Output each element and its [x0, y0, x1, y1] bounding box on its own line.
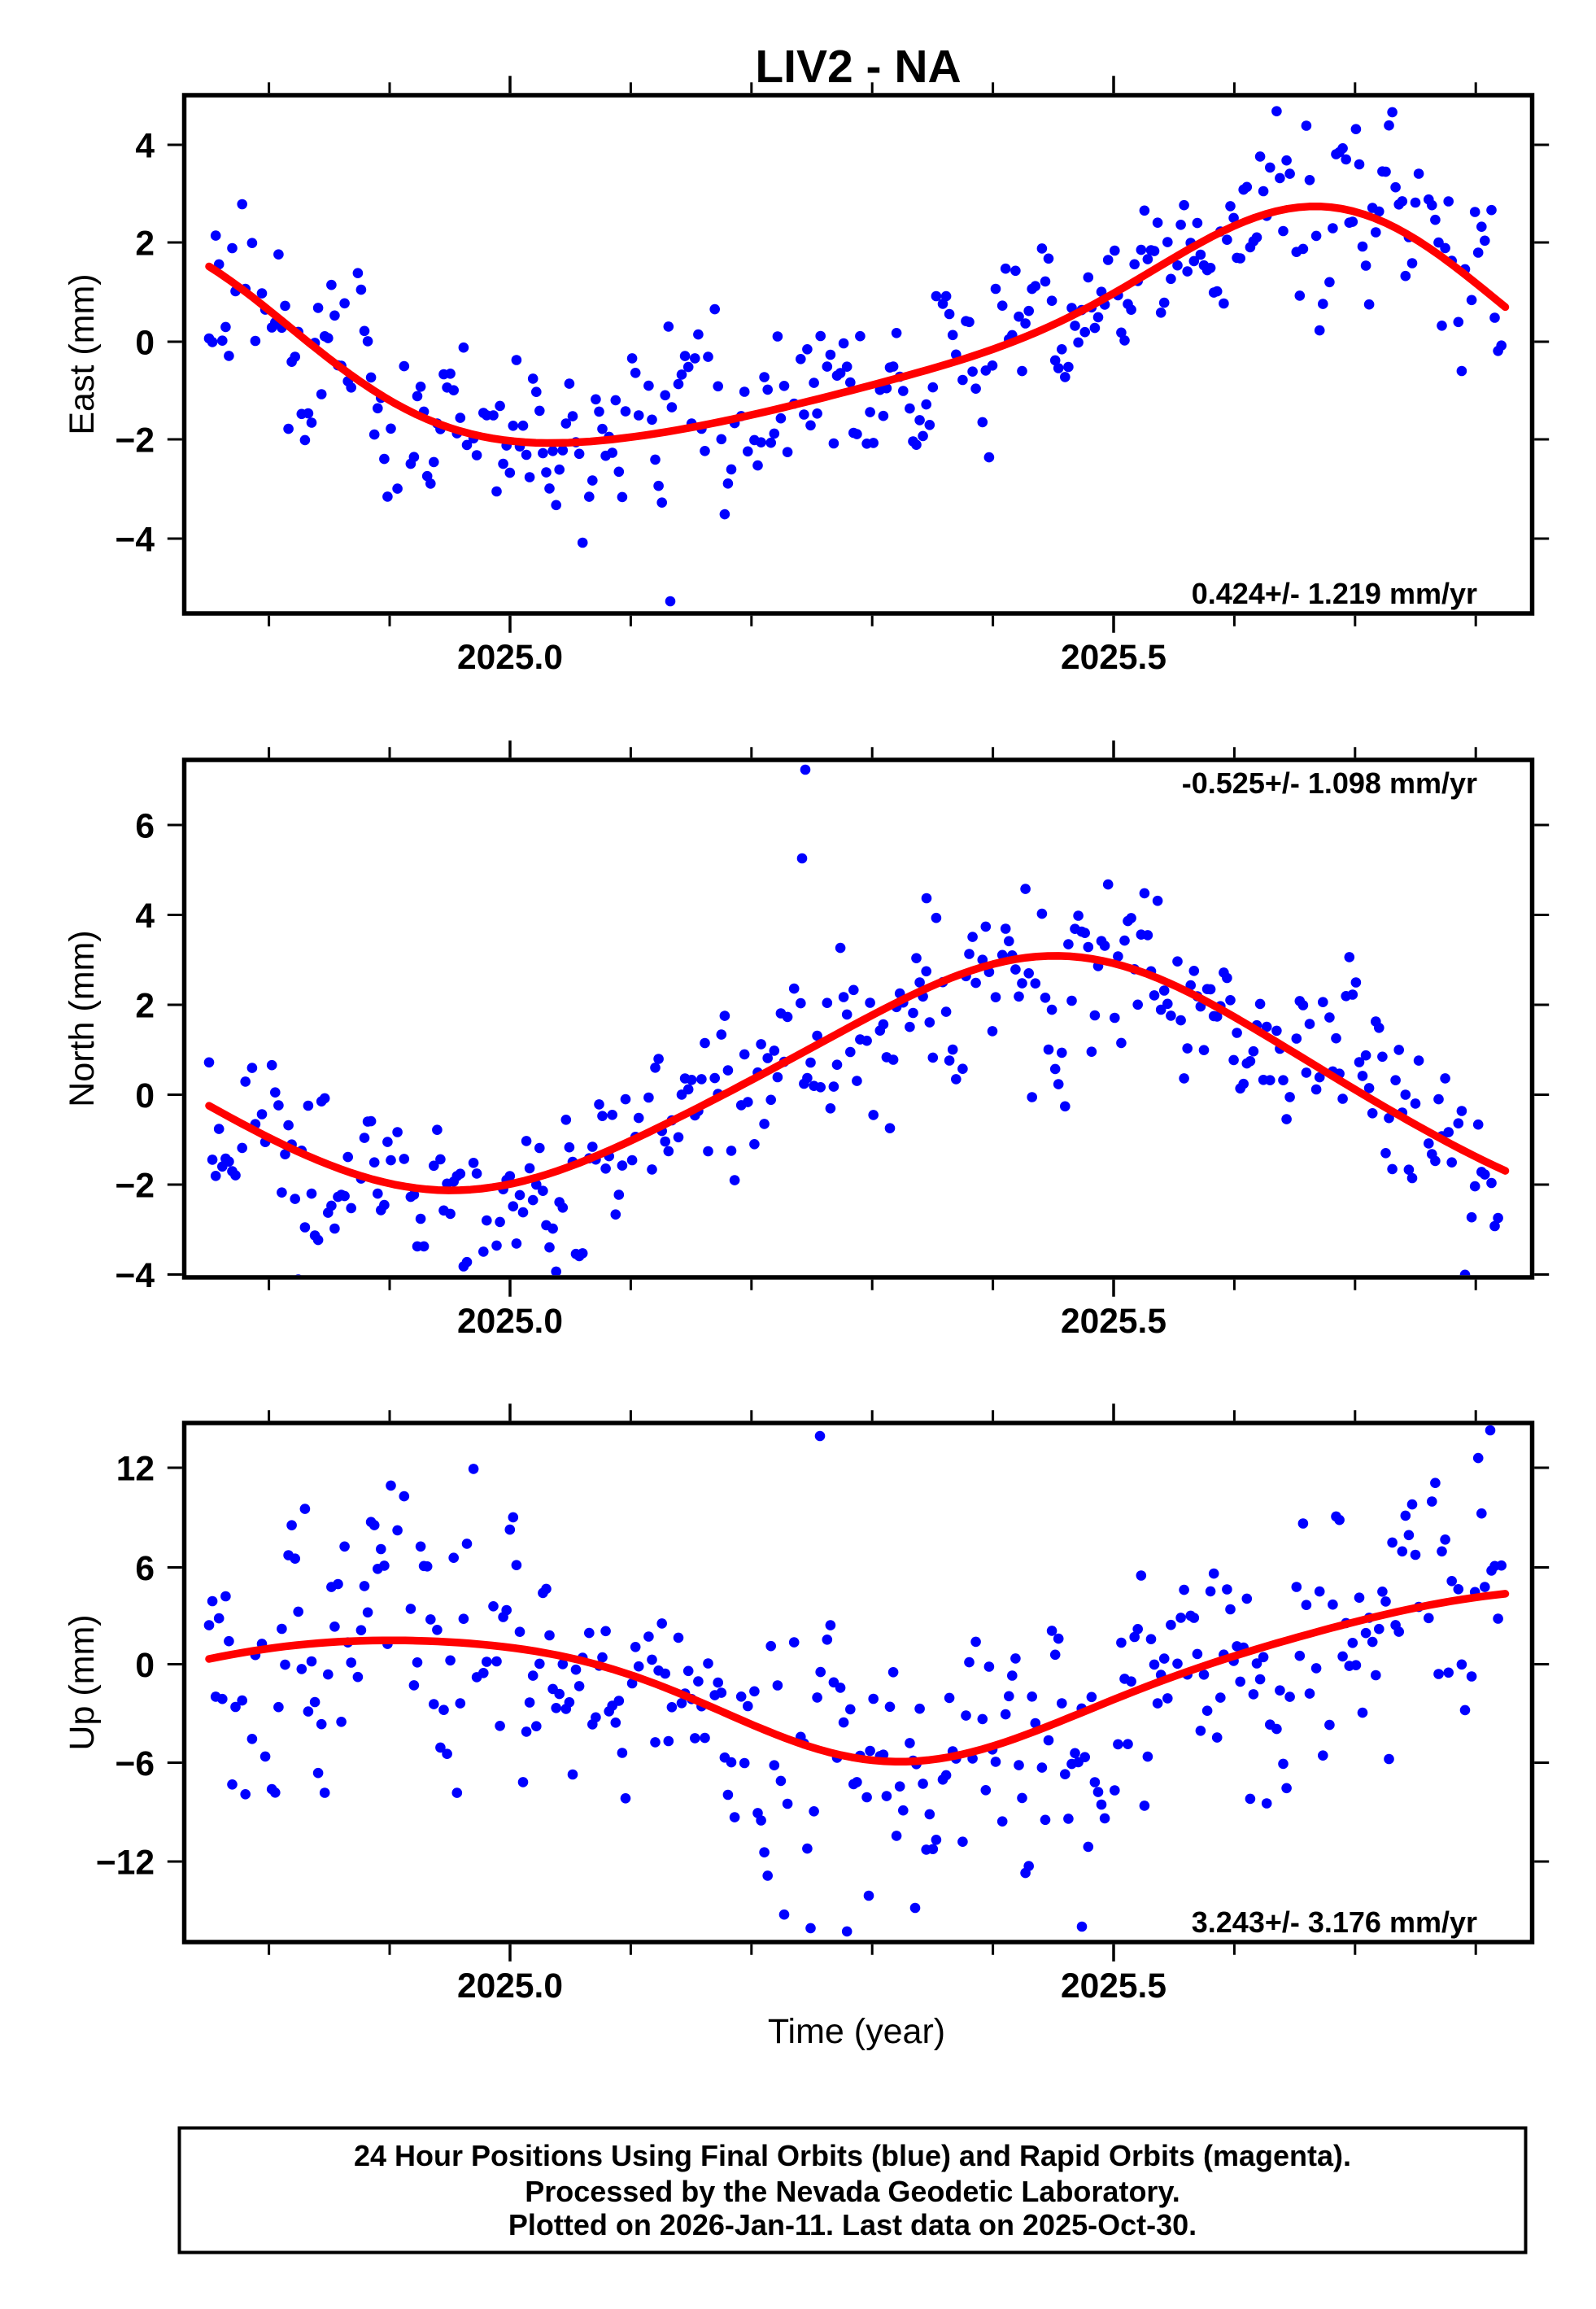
svg-text:2025.5: 2025.5	[1061, 1967, 1166, 2006]
svg-text:6: 6	[135, 1550, 155, 1588]
svg-text:4: 4	[135, 128, 155, 166]
svg-text:24 Hour Positions Using Final: 24 Hour Positions Using Final Orbits (bl…	[354, 2139, 1351, 2172]
svg-text:2025.5: 2025.5	[1061, 639, 1166, 677]
svg-text:4: 4	[135, 897, 155, 936]
svg-text:North (mm): North (mm)	[63, 930, 102, 1106]
svg-text:2025.0: 2025.0	[457, 639, 563, 677]
svg-text:3.243+/- 3.176 mm/yr: 3.243+/- 3.176 mm/yr	[1192, 1905, 1477, 1939]
svg-text:East (mm): East (mm)	[63, 273, 102, 434]
svg-text:−4: −4	[116, 1257, 155, 1295]
svg-text:−2: −2	[116, 1168, 155, 1206]
svg-text:−6: −6	[116, 1745, 155, 1783]
svg-text:Up (mm): Up (mm)	[63, 1614, 102, 1750]
svg-text:2025.5: 2025.5	[1061, 1303, 1166, 1341]
svg-text:LIV2 - NA: LIV2 - NA	[755, 41, 961, 93]
svg-text:12: 12	[116, 1451, 155, 1489]
svg-text:0.424+/- 1.219 mm/yr: 0.424+/- 1.219 mm/yr	[1192, 577, 1477, 610]
svg-text:0: 0	[135, 1077, 155, 1115]
svg-text:−2: −2	[116, 422, 155, 460]
svg-text:2: 2	[135, 225, 155, 264]
svg-text:6: 6	[135, 808, 155, 846]
svg-text:2025.0: 2025.0	[457, 1303, 563, 1341]
svg-text:2: 2	[135, 988, 155, 1026]
svg-text:Plotted on 2026-Jan-11. Last d: Plotted on 2026-Jan-11. Last data on 202…	[508, 2208, 1197, 2241]
svg-text:−4: −4	[116, 522, 155, 560]
svg-text:-0.525+/- 1.098 mm/yr: -0.525+/- 1.098 mm/yr	[1182, 766, 1477, 800]
svg-text:0: 0	[135, 1647, 155, 1685]
svg-text:2025.0: 2025.0	[457, 1967, 563, 2006]
svg-text:−12: −12	[96, 1844, 155, 1883]
svg-text:0: 0	[135, 325, 155, 363]
svg-text:Processed by the Nevada Geodet: Processed by the Nevada Geodetic Laborat…	[525, 2175, 1180, 2208]
svg-text:Time (year): Time (year)	[768, 2012, 945, 2051]
